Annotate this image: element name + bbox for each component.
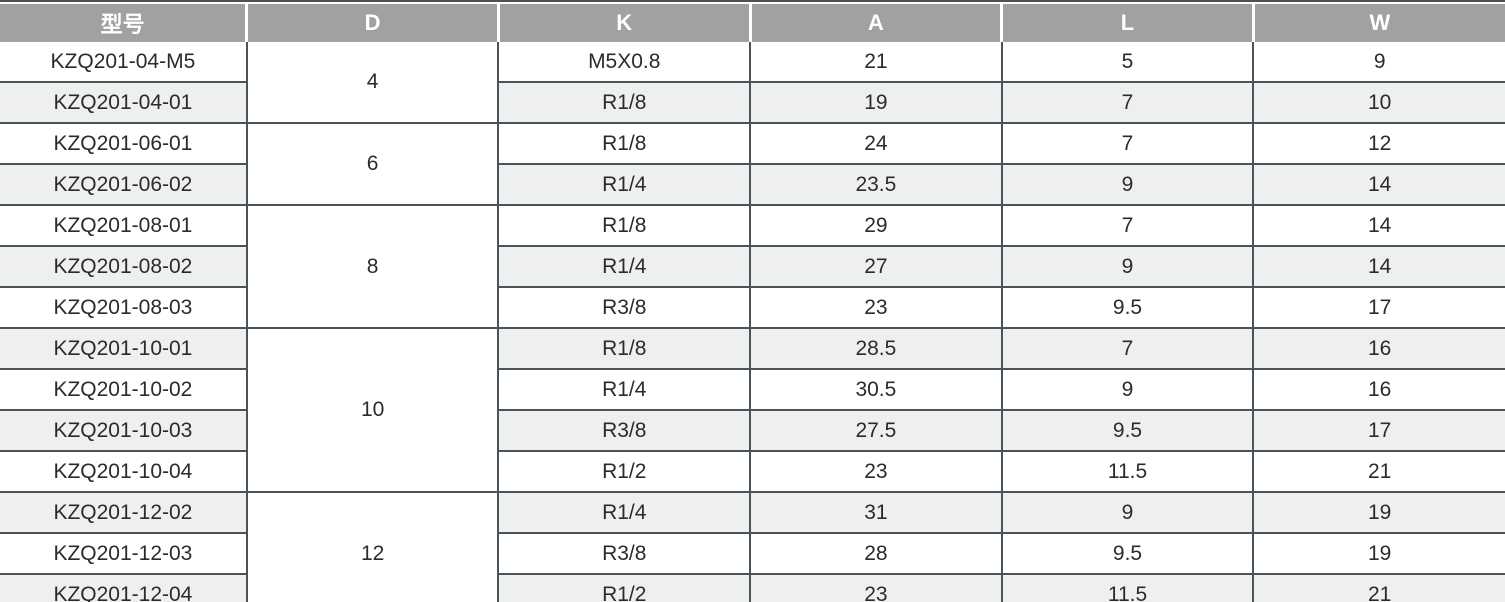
cell-l: 9: [1000, 245, 1254, 287]
header-row: 型号 D K A L W: [0, 4, 1505, 42]
cell-l: 11.5: [1000, 450, 1254, 492]
cell-w: 14: [1252, 245, 1505, 287]
cell-w: 16: [1252, 368, 1505, 410]
table-row: KZQ201-12-03 R3/8 28 9.5 19: [0, 532, 1505, 574]
cell-a: 28.5: [749, 327, 1002, 369]
cell-l: 9: [1000, 163, 1254, 205]
cell-model: KZQ201-08-02: [0, 245, 247, 287]
cell-a: 27.5: [749, 409, 1002, 451]
cell-k: R1/2: [497, 573, 751, 602]
cell-d-group: 6: [245, 122, 499, 205]
col-header-l: L: [1000, 4, 1254, 42]
cell-l: 9: [1000, 491, 1254, 533]
cell-a: 27: [749, 245, 1002, 287]
cell-model: KZQ201-06-01: [0, 122, 247, 164]
cell-w: 21: [1252, 450, 1505, 492]
cell-l: 7: [1000, 327, 1254, 369]
cell-a: 23: [749, 286, 1002, 328]
cell-k: R1/8: [497, 327, 751, 369]
cell-k: M5X0.8: [497, 42, 751, 82]
cell-a: 24: [749, 122, 1002, 164]
cell-w: 9: [1252, 42, 1505, 82]
cell-k: R1/2: [497, 450, 751, 492]
cell-a: 29: [749, 204, 1002, 246]
cell-a: 30.5: [749, 368, 1002, 410]
cell-k: R1/4: [497, 491, 751, 533]
cell-d-group: 4: [245, 42, 499, 123]
cell-l: 7: [1000, 204, 1254, 246]
cell-a: 23: [749, 573, 1002, 602]
cell-k: R1/8: [497, 204, 751, 246]
cell-l: 5: [1000, 42, 1254, 82]
col-header-d: D: [245, 4, 499, 42]
table-row: KZQ201-04-M5 4 M5X0.8 21 5 9: [0, 42, 1505, 123]
cell-k: R3/8: [497, 532, 751, 574]
cell-l: 11.5: [1000, 573, 1254, 602]
table-row: KZQ201-04-01 R1/8 19 7 10: [0, 81, 1505, 123]
cell-model: KZQ201-04-M5: [0, 42, 247, 82]
cell-w: 19: [1252, 491, 1505, 533]
table-row: KZQ201-06-01 6 R1/8 24 7 12: [0, 122, 1505, 205]
cell-d-group: 12: [245, 491, 499, 602]
cell-model: KZQ201-10-03: [0, 409, 247, 451]
cell-l: 9: [1000, 368, 1254, 410]
cell-w: 12: [1252, 122, 1505, 164]
cell-a: 31: [749, 491, 1002, 533]
cell-a: 19: [749, 81, 1002, 123]
cell-a: 28: [749, 532, 1002, 574]
col-header-model: 型号: [0, 4, 247, 42]
cell-l: 7: [1000, 122, 1254, 164]
cell-d-group: 8: [245, 204, 499, 328]
cell-l: 7: [1000, 81, 1254, 123]
cell-k: R3/8: [497, 286, 751, 328]
cell-model: KZQ201-10-04: [0, 450, 247, 492]
cell-w: 16: [1252, 327, 1505, 369]
cell-w: 17: [1252, 286, 1505, 328]
cell-a: 21: [749, 42, 1002, 82]
cell-k: R1/8: [497, 81, 751, 123]
table-row: KZQ201-12-04 R1/2 23 11.5 21: [0, 573, 1505, 602]
cell-d-group: 10: [245, 327, 499, 492]
table-row: KZQ201-06-02 R1/4 23.5 9 14: [0, 163, 1505, 205]
table-row: KZQ201-12-02 12 R1/4 31 9 19: [0, 491, 1505, 602]
cell-model: KZQ201-04-01: [0, 81, 247, 123]
table-row: KZQ201-08-03 R3/8 23 9.5 17: [0, 286, 1505, 328]
col-header-k: K: [496, 4, 751, 42]
col-header-w: W: [1251, 4, 1505, 42]
cell-model: KZQ201-06-02: [0, 163, 247, 205]
cell-k: R1/8: [497, 122, 751, 164]
cell-model: KZQ201-10-02: [0, 368, 247, 410]
cell-k: R3/8: [497, 409, 751, 451]
table-row: KZQ201-10-03 R3/8 27.5 9.5 17: [0, 409, 1505, 451]
cell-k: R1/4: [497, 245, 751, 287]
cell-w: 14: [1252, 204, 1505, 246]
dimension-table: 型号 D K A L W KZQ201-04-M5 4 M5X0.8 21 5 9 KZQ2…: [0, 4, 1505, 602]
cell-l: 9.5: [1000, 286, 1254, 328]
cell-model: KZQ201-12-04: [0, 573, 247, 602]
table-row: KZQ201-08-01 8 R1/8 29 7 14: [0, 204, 1505, 328]
table-row: KZQ201-08-02 R1/4 27 9 14: [0, 245, 1505, 287]
table-row: KZQ201-10-02 R1/4 30.5 9 16: [0, 368, 1505, 410]
cell-w: 14: [1252, 163, 1505, 205]
cell-model: KZQ201-12-03: [0, 532, 247, 574]
cell-model: KZQ201-08-01: [0, 204, 247, 246]
cell-a: 23.5: [749, 163, 1002, 205]
cell-model: KZQ201-12-02: [0, 491, 247, 533]
cell-w: 21: [1252, 573, 1505, 602]
cell-k: R1/4: [497, 368, 751, 410]
cell-w: 10: [1252, 81, 1505, 123]
cell-l: 9.5: [1000, 409, 1254, 451]
cell-w: 19: [1252, 532, 1505, 574]
col-header-a: A: [748, 4, 1002, 42]
table-row: KZQ201-10-01 10 R1/8 28.5 7 16: [0, 327, 1505, 492]
cell-w: 17: [1252, 409, 1505, 451]
cell-a: 23: [749, 450, 1002, 492]
cell-k: R1/4: [497, 163, 751, 205]
cell-model: KZQ201-10-01: [0, 327, 247, 369]
cell-l: 9.5: [1000, 532, 1254, 574]
table-row: KZQ201-10-04 R1/2 23 11.5 21: [0, 450, 1505, 492]
cell-model: KZQ201-08-03: [0, 286, 247, 328]
